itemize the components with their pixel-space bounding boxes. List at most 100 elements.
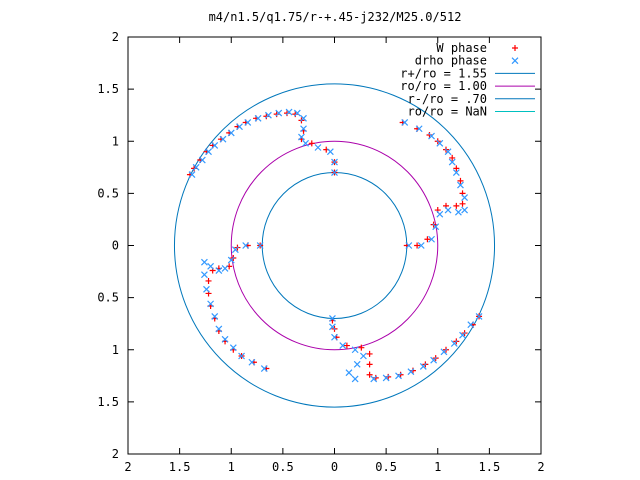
cross-marker <box>331 333 338 341</box>
cross-marker <box>401 119 409 126</box>
cross-marker <box>236 123 243 131</box>
plus-marker <box>453 165 460 172</box>
plus-marker <box>358 344 365 351</box>
cross-marker <box>329 323 336 331</box>
x-tick-label: 1 <box>434 460 441 474</box>
reference-circle <box>230 140 439 351</box>
x-tick-label: 0 <box>331 460 338 474</box>
cross-marker <box>428 132 435 140</box>
cross-marker <box>382 374 390 382</box>
reference-circles <box>173 83 496 408</box>
cross-marker <box>227 129 235 137</box>
cross-marker <box>353 360 361 368</box>
reference-circle <box>173 83 496 408</box>
cross-marker <box>448 158 456 166</box>
y-tick-label: 1 <box>112 343 119 357</box>
x-tick-label: 0.5 <box>272 460 294 474</box>
plus-marker <box>426 131 433 138</box>
cross-marker <box>331 169 338 176</box>
cross-marker <box>264 111 272 119</box>
cross-marker <box>285 108 293 116</box>
plus-marker <box>459 200 466 207</box>
plus-marker <box>366 350 373 357</box>
y-tick-label: 2 <box>112 447 119 461</box>
plus-marker <box>453 202 460 209</box>
cross-marker <box>461 194 469 201</box>
plus-marker <box>397 371 404 378</box>
axis-ticks: 2 1.5 1 0.5 0 0.5 1 1.5 221.510.500.511.52 <box>97 30 544 474</box>
cross-marker <box>440 348 448 356</box>
cross-marker <box>430 356 438 364</box>
cross-marker <box>231 246 239 254</box>
cross-marker <box>329 315 336 322</box>
legend-label: W phase <box>436 41 487 55</box>
cross-marker <box>459 331 466 339</box>
cross-marker <box>219 135 227 143</box>
plus-marker <box>343 342 350 349</box>
cross-marker <box>215 325 223 333</box>
legend-label: drho phase <box>415 54 487 68</box>
plus-marker <box>372 374 379 381</box>
cross-marker <box>444 206 452 214</box>
cross-marker <box>436 210 444 218</box>
cross-marker <box>242 242 250 249</box>
cross-marker <box>221 335 229 343</box>
cross-marker <box>207 300 215 308</box>
cross-marker <box>475 312 483 320</box>
cross-marker <box>300 114 307 122</box>
plus-marker <box>205 277 212 284</box>
cross-marker <box>256 242 264 249</box>
cross-marker <box>450 340 458 347</box>
chart-title: m4/n1.5/q1.75/r-+.45-j232/M25.0/512 <box>209 10 462 24</box>
cross-marker <box>428 235 435 243</box>
cross-marker <box>248 358 256 366</box>
plus-marker <box>424 236 431 243</box>
y-tick-label: 1.5 <box>97 82 119 96</box>
plus-marker <box>385 373 392 380</box>
cross-marker <box>339 342 347 350</box>
cross-marker <box>302 139 310 147</box>
cross-marker <box>227 256 235 264</box>
plus-marker <box>292 111 299 118</box>
cross-marker <box>211 312 219 320</box>
plus-marker <box>366 371 373 378</box>
y-tick-label: 0.5 <box>97 291 119 305</box>
cross-marker <box>467 321 475 329</box>
x-tick-label: 2 <box>124 460 131 474</box>
cross-marker <box>417 242 425 249</box>
legend-marker <box>512 45 518 51</box>
plus-marker <box>308 140 315 147</box>
cross-marker <box>207 262 215 270</box>
x-tick-label: 1.5 <box>479 460 501 474</box>
cross-marker <box>300 125 307 133</box>
cross-marker <box>331 158 338 166</box>
reference-circle <box>261 172 408 319</box>
cross-marker <box>345 369 353 377</box>
x-tick-label: 2 <box>537 460 544 474</box>
cross-marker <box>215 267 223 274</box>
plus-marker <box>284 110 291 117</box>
plus-marker <box>457 177 464 184</box>
cross-marker <box>293 109 301 117</box>
cross-marker <box>298 133 305 141</box>
cross-marker <box>452 169 460 176</box>
legend-label: ro/ro = NaN <box>408 105 487 119</box>
plus-marker <box>263 113 270 120</box>
cross-marker <box>444 148 452 156</box>
y-tick-label: 1.5 <box>97 395 119 409</box>
x-tick-label: 0.5 <box>375 460 397 474</box>
y-tick-label: 1 <box>112 134 119 148</box>
cross-marker <box>370 375 378 383</box>
cross-marker <box>221 265 229 272</box>
legend-label: r+/ro = 1.55 <box>400 66 487 80</box>
cross-marker <box>432 223 440 231</box>
cross-marker <box>415 125 423 133</box>
cross-marker <box>326 148 334 156</box>
cross-marker <box>359 352 367 360</box>
cross-marker <box>436 139 444 147</box>
cross-marker <box>457 181 464 189</box>
cross-marker <box>198 156 206 164</box>
cross-marker <box>192 163 200 171</box>
